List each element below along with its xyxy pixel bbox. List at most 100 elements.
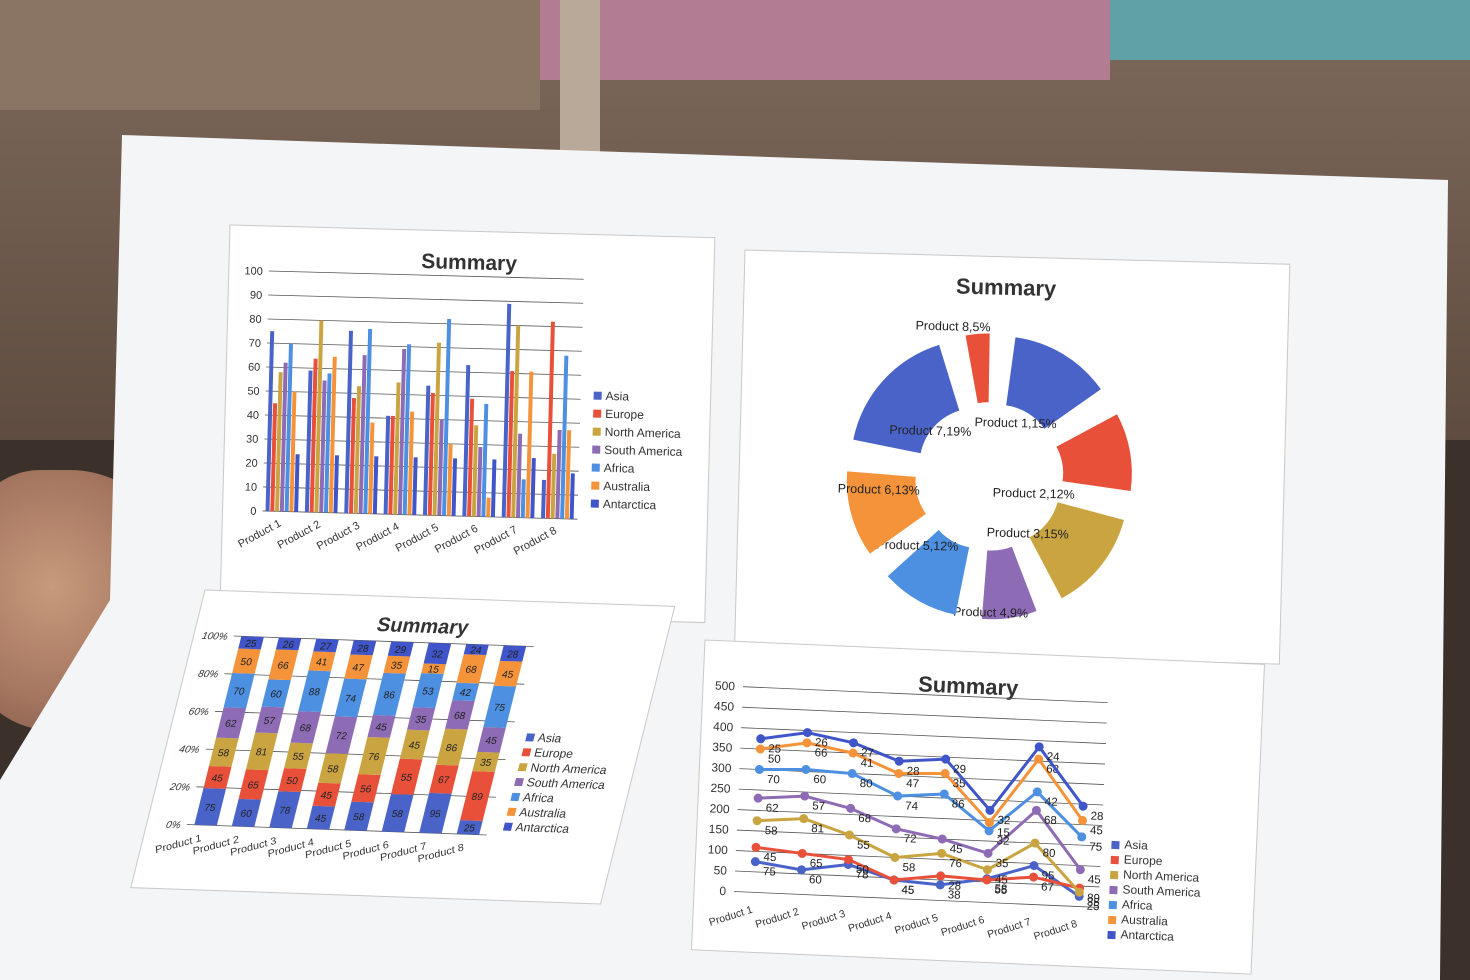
- bar-africa-product-5: [442, 318, 452, 516]
- data-label: 35: [995, 858, 1008, 871]
- data-label: 45: [901, 884, 914, 897]
- gridline: [736, 829, 1102, 847]
- legend-swatch-south-america: [592, 445, 601, 454]
- bar-south-america-product-7: [515, 433, 523, 518]
- chart-title: Summary: [918, 671, 1020, 700]
- bar-asia-product-2: [304, 370, 313, 513]
- data-label: 55: [399, 773, 413, 784]
- data-label: 25: [244, 639, 258, 650]
- marker-australia: [940, 769, 950, 779]
- stack-seg-antarctica-product-1: [238, 636, 264, 650]
- data-label: 68: [464, 665, 478, 676]
- data-label: 65: [246, 780, 260, 791]
- stack-seg-europe-product-8: [460, 771, 495, 821]
- y-tick-label: 50: [247, 386, 260, 398]
- marker-south-america: [1075, 865, 1085, 875]
- chart-title: Summary: [956, 274, 1058, 302]
- marker-north-america: [982, 865, 992, 875]
- legend-swatch-antarctica: [502, 822, 513, 831]
- stack-seg-australia-product-2: [268, 649, 299, 681]
- pie-slice-product-2-12-: [1056, 414, 1132, 492]
- stack-seg-asia-product-7: [419, 792, 452, 834]
- data-label: 28: [506, 649, 520, 660]
- stack-seg-north-america-product-5: [358, 736, 390, 775]
- y-tick-label: 80: [249, 314, 262, 326]
- bar-asia-product-6: [462, 365, 471, 517]
- marker-antarctica: [849, 738, 859, 748]
- data-label: 81: [811, 823, 824, 836]
- marker-north-america: [937, 848, 947, 858]
- stack-seg-asia-product-5: [344, 801, 374, 831]
- bar-south-america-product-4: [397, 348, 407, 515]
- marker-africa: [847, 769, 857, 779]
- legend-label-africa: Africa: [604, 461, 635, 476]
- bar-antarctica-product-4: [412, 457, 418, 515]
- legend-swatch-asia: [1111, 840, 1120, 850]
- stack-seg-europe-product-1: [203, 766, 232, 789]
- stack-seg-africa-product-2: [261, 679, 291, 708]
- bar-antarctica-product-8: [569, 473, 575, 520]
- legend-label-asia: Asia: [1124, 837, 1148, 852]
- legend-swatch-australia: [506, 807, 517, 816]
- bar-north-america-product-2: [314, 320, 324, 513]
- y-tick-label: 0: [719, 884, 727, 898]
- bar-africa-product-4: [402, 344, 412, 515]
- data-label: 75: [203, 803, 217, 814]
- data-label: 28: [906, 766, 919, 779]
- legend-swatch-north-america: [592, 427, 601, 436]
- bar-north-america-product-4: [393, 382, 401, 515]
- data-label: 28: [948, 880, 961, 893]
- data-label: 76: [367, 752, 381, 763]
- y-tick-label: 150: [708, 822, 729, 837]
- legend-label-asia: Asia: [605, 389, 629, 404]
- y-tick-label: 30: [246, 433, 259, 445]
- data-label: 78: [278, 806, 292, 817]
- bar-europe-product-7: [506, 370, 515, 518]
- data-label: 45: [407, 740, 421, 751]
- data-label: 45: [1090, 825, 1103, 838]
- gridline: [268, 270, 584, 280]
- data-label: 32: [996, 835, 1009, 848]
- y-tick-label: 400: [713, 719, 734, 734]
- data-label: 27: [861, 747, 874, 760]
- data-label: 58: [902, 862, 915, 875]
- marker-south-america: [891, 824, 901, 834]
- legend-swatch-north-america: [1109, 870, 1119, 880]
- stack-seg-antarctica-product-2: [275, 637, 302, 651]
- bar-europe-product-4: [388, 415, 395, 515]
- stack-seg-europe-product-5: [351, 774, 381, 803]
- marker-north-america: [1030, 838, 1040, 848]
- stack-seg-antarctica-product-3: [313, 638, 339, 653]
- stack-seg-south-america-product-4: [325, 716, 358, 754]
- legend-swatch-europe: [521, 748, 532, 757]
- marker-south-america: [983, 848, 993, 858]
- bar-asia-product-8: [541, 479, 547, 519]
- marker-australia: [984, 818, 994, 828]
- data-label: 68: [298, 723, 312, 734]
- stack-seg-antarctica-product-7: [463, 644, 489, 655]
- data-label: 68: [1046, 763, 1059, 776]
- data-label: 67: [437, 775, 451, 786]
- stack-seg-north-america-product-7: [436, 728, 468, 766]
- marker-europe: [889, 875, 899, 885]
- pie-slice-label: Product 5,12%: [876, 538, 958, 554]
- bar-north-america-product-5: [432, 342, 441, 516]
- marker-europe: [936, 871, 946, 881]
- y-tick-label: 40: [247, 410, 260, 422]
- stack-seg-australia-product-5: [383, 655, 411, 674]
- marker-africa: [1032, 787, 1042, 797]
- background-wall: [0, 0, 540, 110]
- data-label: 45: [314, 814, 328, 825]
- stack-seg-south-america-product-7: [445, 700, 475, 730]
- bar-south-america-product-8: [555, 429, 562, 519]
- bar-asia-product-4: [383, 415, 391, 515]
- data-label: 45: [319, 791, 333, 802]
- stack-seg-asia-product-2: [231, 798, 262, 827]
- pie-slice-label: Product 1,15%: [974, 415, 1056, 431]
- bar-europe-product-1: [270, 403, 278, 512]
- data-label: 68: [453, 711, 467, 722]
- background-teal-panel: [1110, 0, 1470, 60]
- data-label: 29: [393, 645, 407, 656]
- legend-label-south-america: South America: [604, 443, 683, 459]
